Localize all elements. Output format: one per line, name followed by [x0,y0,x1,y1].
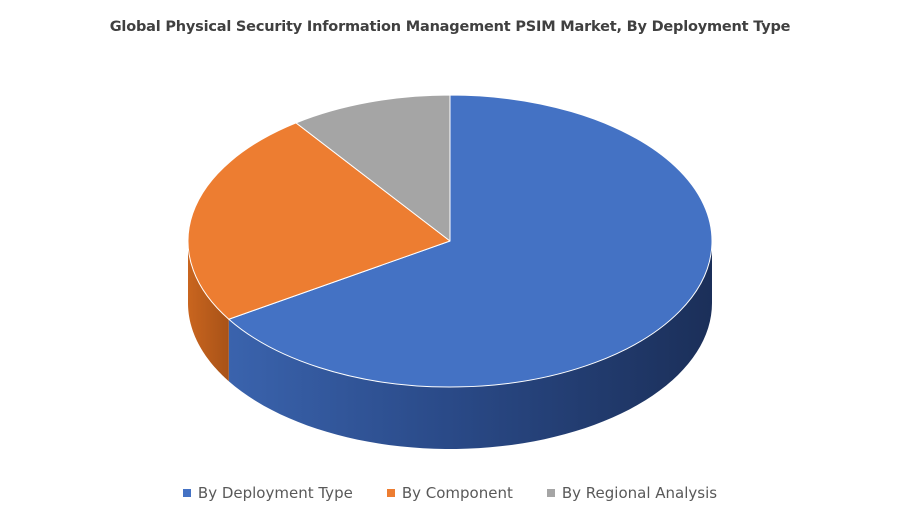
legend: By Deployment Type By Component By Regio… [0,484,900,502]
pie-sides [188,241,713,449]
slice-component-side [188,241,229,382]
legend-label: By Deployment Type [197,484,353,502]
legend-label: By Component [401,484,513,502]
legend-item-component: By Component [386,484,513,502]
legend-swatch [386,489,395,497]
legend-label: By Regional Analysis [561,484,718,502]
legend-item-regional-analysis: By Regional Analysis [546,484,718,502]
pie-tops [187,94,713,388]
slice-deployment-type-side [228,241,713,449]
slice-regional-analysis [295,94,451,242]
slice-component [187,122,451,320]
legend-swatch [546,489,555,497]
legend-item-deployment-type: By Deployment Type [182,484,353,502]
chart-title: Global Physical Security Information Man… [109,19,791,35]
slice-deployment-type [228,94,713,388]
legend-swatch [182,489,191,497]
